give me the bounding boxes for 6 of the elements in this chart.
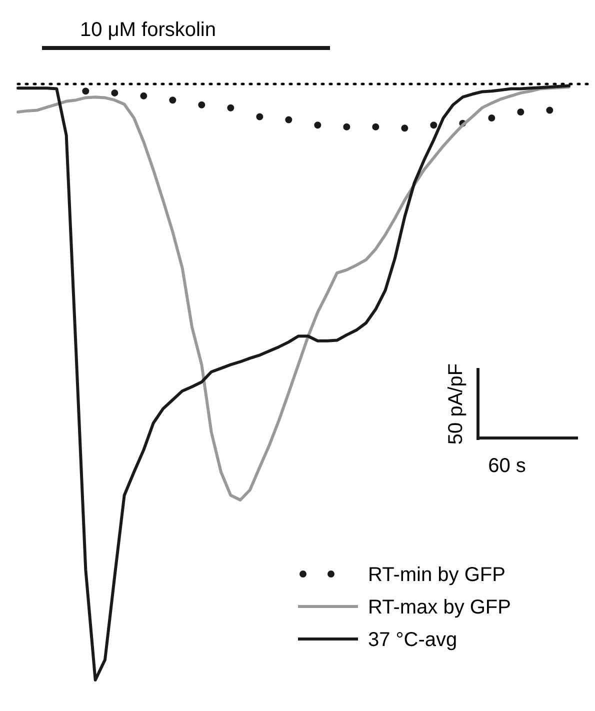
legend-label: RT-max by GFP (368, 596, 511, 618)
annotation: 60 s (488, 455, 526, 477)
legend-label: 37 °C-avg (368, 629, 458, 651)
annotation: 50 pA/pF (445, 363, 467, 445)
legend-label: RT-min by GFP (368, 564, 506, 586)
text: 10 μM forskolin (80, 19, 216, 41)
